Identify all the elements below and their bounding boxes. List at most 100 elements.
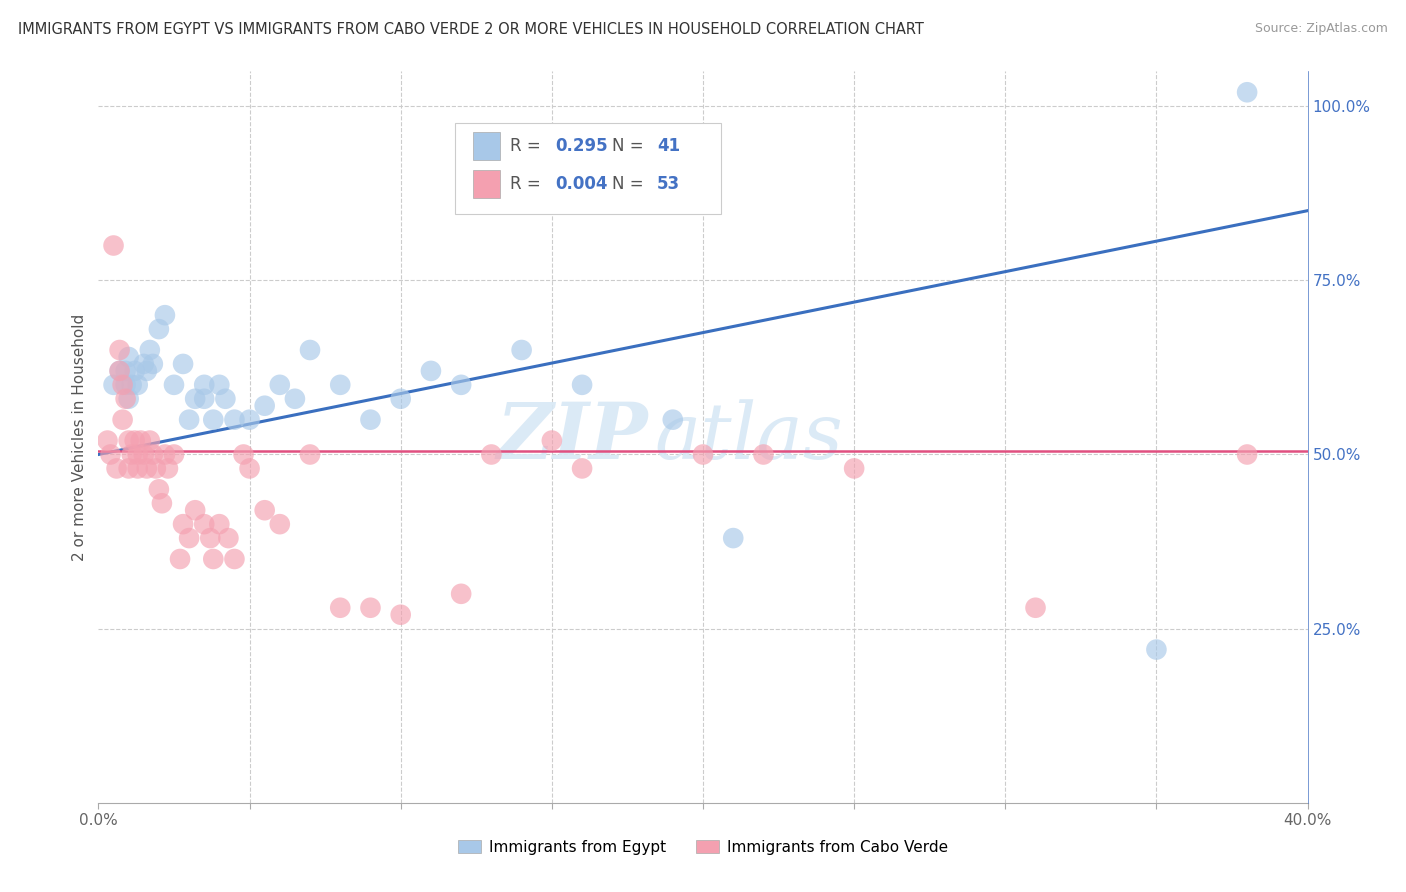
Point [752, 448, 775, 462]
Text: N =: N = [613, 175, 650, 193]
Point [105, 461, 128, 475]
Text: IMMIGRANTS FROM EGYPT VS IMMIGRANTS FROM CABO VERDE 2 OR MORE VEHICLES IN HOUSEH: IMMIGRANTS FROM EGYPT VS IMMIGRANTS FROM… [18, 22, 924, 37]
Point [163, 377, 186, 392]
Point [121, 448, 143, 462]
Point [139, 343, 162, 357]
Point [103, 238, 125, 252]
Point [135, 461, 157, 475]
Point [329, 377, 352, 392]
Point [329, 600, 352, 615]
Point [208, 517, 231, 532]
Point [118, 392, 141, 406]
Point [148, 322, 170, 336]
Point [179, 531, 201, 545]
Y-axis label: 2 or more Vehicles in Household: 2 or more Vehicles in Household [72, 313, 87, 561]
Point [127, 448, 149, 462]
Point [389, 392, 412, 406]
Point [108, 364, 131, 378]
Point [202, 552, 225, 566]
Point [121, 377, 143, 392]
Point [153, 308, 176, 322]
Bar [474, 132, 501, 160]
Point [269, 377, 291, 392]
Point [111, 377, 134, 392]
Point [389, 607, 412, 622]
Text: N =: N = [613, 137, 650, 155]
Point [450, 587, 472, 601]
Point [129, 434, 152, 448]
Point [108, 364, 131, 378]
Point [481, 448, 503, 462]
Point [114, 364, 136, 378]
Point [179, 412, 201, 426]
Point [127, 461, 149, 475]
Point [139, 434, 162, 448]
Point [118, 461, 141, 475]
Point [299, 448, 322, 462]
Point [239, 461, 262, 475]
Text: 53: 53 [657, 175, 681, 193]
Text: Source: ZipAtlas.com: Source: ZipAtlas.com [1254, 22, 1388, 36]
Point [145, 461, 167, 475]
Point [540, 434, 562, 448]
Point [420, 364, 443, 378]
Point [193, 392, 215, 406]
Point [1236, 85, 1258, 99]
Point [111, 412, 134, 426]
Point [224, 552, 246, 566]
Text: R =: R = [509, 175, 546, 193]
Point [510, 343, 533, 357]
FancyBboxPatch shape [456, 122, 721, 214]
Point [284, 392, 307, 406]
Point [232, 448, 254, 462]
Text: 0.295: 0.295 [555, 137, 609, 155]
Point [200, 531, 222, 545]
Point [1236, 448, 1258, 462]
Point [103, 377, 125, 392]
Point [571, 377, 593, 392]
Point [96, 434, 118, 448]
Point [124, 434, 146, 448]
Point [172, 517, 194, 532]
Point [723, 531, 745, 545]
Point [1024, 600, 1046, 615]
Point [360, 412, 382, 426]
Point [208, 377, 231, 392]
Bar [474, 170, 501, 198]
Text: ZIP: ZIP [496, 399, 648, 475]
Point [172, 357, 194, 371]
Point [118, 434, 141, 448]
Point [661, 412, 683, 426]
Point [299, 343, 322, 357]
Point [571, 461, 593, 475]
Text: 41: 41 [657, 137, 681, 155]
Point [193, 517, 215, 532]
Point [692, 448, 714, 462]
Point [150, 496, 173, 510]
Point [269, 517, 291, 532]
Point [184, 392, 207, 406]
Text: 0.004: 0.004 [555, 175, 607, 193]
Point [153, 448, 176, 462]
Point [239, 412, 262, 426]
Point [127, 377, 149, 392]
Point [100, 448, 122, 462]
Point [184, 503, 207, 517]
Point [253, 503, 276, 517]
Point [253, 399, 276, 413]
Point [132, 448, 155, 462]
Point [114, 377, 136, 392]
Point [142, 357, 165, 371]
Point [135, 364, 157, 378]
Point [124, 364, 146, 378]
Text: R =: R = [509, 137, 546, 155]
Point [156, 461, 179, 475]
Point [163, 448, 186, 462]
Text: atlas: atlas [655, 399, 844, 475]
Point [217, 531, 239, 545]
Point [224, 412, 246, 426]
Point [450, 377, 472, 392]
Point [360, 600, 382, 615]
Point [169, 552, 191, 566]
Point [1144, 642, 1167, 657]
